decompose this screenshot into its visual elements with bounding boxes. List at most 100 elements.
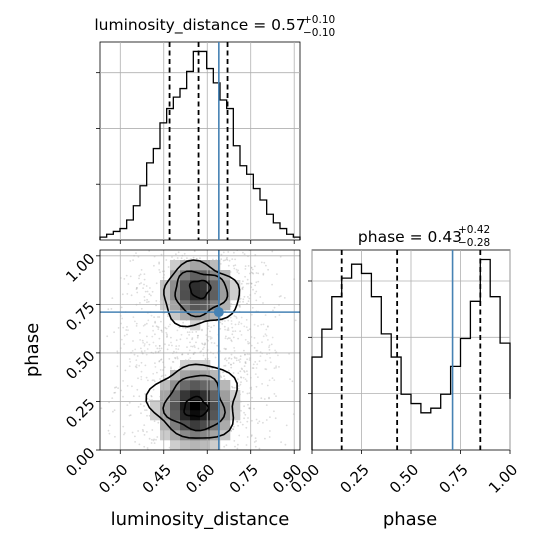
sample-point bbox=[142, 324, 145, 327]
density-pixel bbox=[210, 370, 221, 381]
sample-point bbox=[138, 277, 140, 280]
density-pixel bbox=[170, 440, 181, 450]
sample-point bbox=[237, 378, 239, 380]
sample-point bbox=[143, 350, 146, 352]
sample-point bbox=[255, 418, 258, 421]
sample-point bbox=[241, 287, 244, 289]
sample-point bbox=[128, 365, 131, 368]
sample-point bbox=[181, 353, 184, 356]
sample-point bbox=[140, 370, 143, 373]
density-pixel bbox=[220, 300, 231, 311]
sample-point bbox=[265, 328, 268, 331]
sample-point bbox=[232, 330, 234, 333]
sample-point bbox=[158, 345, 161, 347]
sample-point bbox=[226, 259, 229, 261]
density-pixel bbox=[200, 310, 211, 321]
sample-point bbox=[234, 357, 236, 359]
sample-point bbox=[137, 255, 140, 258]
sample-point bbox=[187, 353, 190, 355]
sample-point bbox=[124, 369, 127, 372]
sample-point bbox=[264, 314, 267, 316]
y-tick-label: 0.00 bbox=[62, 444, 98, 480]
sample-point bbox=[172, 361, 175, 363]
sample-point bbox=[114, 435, 116, 438]
sample-point bbox=[223, 347, 226, 350]
sample-point bbox=[244, 268, 247, 270]
sample-point bbox=[154, 320, 157, 323]
sample-point bbox=[152, 372, 155, 375]
sample-point bbox=[289, 378, 291, 380]
sample-point bbox=[96, 342, 98, 344]
sample-point bbox=[243, 405, 246, 408]
sample-point bbox=[213, 342, 216, 344]
sample-point bbox=[237, 387, 240, 390]
sample-point bbox=[134, 348, 137, 351]
sample-point bbox=[227, 319, 230, 322]
sample-point bbox=[242, 298, 245, 301]
density-pixel bbox=[170, 410, 181, 421]
density-pixel bbox=[200, 380, 211, 391]
title-subscript: −0.28 bbox=[458, 237, 490, 249]
sample-point bbox=[224, 358, 226, 361]
sample-point bbox=[113, 409, 116, 412]
sample-point bbox=[261, 341, 263, 344]
sample-point bbox=[231, 385, 233, 388]
sample-point bbox=[277, 354, 279, 357]
sample-point bbox=[150, 294, 152, 297]
sample-point bbox=[155, 282, 158, 285]
sample-point bbox=[165, 331, 168, 334]
sample-point bbox=[160, 329, 163, 332]
sample-point bbox=[223, 365, 226, 367]
sample-point bbox=[182, 321, 185, 324]
sample-point bbox=[243, 349, 245, 352]
sample-point bbox=[161, 331, 164, 333]
sample-point bbox=[238, 359, 240, 361]
density-pixel bbox=[210, 440, 221, 450]
sample-point bbox=[225, 335, 227, 338]
sample-point bbox=[176, 357, 179, 360]
sample-point bbox=[165, 259, 168, 261]
sample-point bbox=[199, 257, 201, 260]
sample-point bbox=[191, 338, 194, 341]
sample-point bbox=[234, 445, 236, 448]
sample-point bbox=[176, 356, 179, 359]
sample-point bbox=[264, 368, 267, 370]
sample-point bbox=[255, 385, 258, 388]
sample-point bbox=[227, 337, 230, 339]
sample-point bbox=[248, 353, 251, 356]
sample-point bbox=[202, 354, 205, 357]
sample-point bbox=[276, 273, 278, 275]
luminosity-distance-histogram-panel: luminosity_distance = 0.57 +0.10 −0.10 bbox=[94, 14, 335, 244]
sample-point bbox=[214, 356, 217, 359]
sample-point bbox=[248, 359, 251, 361]
sample-point bbox=[240, 381, 242, 384]
sample-point bbox=[236, 420, 239, 423]
sample-point bbox=[154, 366, 157, 368]
sample-point bbox=[136, 388, 139, 391]
sample-point bbox=[236, 271, 239, 273]
sample-point bbox=[248, 357, 251, 360]
sample-point bbox=[146, 348, 149, 350]
sample-point bbox=[230, 363, 232, 366]
sample-point bbox=[232, 428, 235, 431]
density-pixel bbox=[200, 430, 211, 441]
sample-point bbox=[148, 437, 151, 440]
sample-point bbox=[140, 375, 143, 378]
sample-point bbox=[250, 313, 253, 316]
sample-point bbox=[233, 251, 235, 254]
sample-point bbox=[195, 341, 197, 344]
sample-point bbox=[248, 342, 251, 344]
sample-point bbox=[167, 315, 169, 317]
sample-point bbox=[123, 278, 126, 280]
sample-point bbox=[117, 327, 120, 329]
density-pixel bbox=[170, 260, 181, 271]
x-tick-label: 0.45 bbox=[139, 461, 175, 497]
sample-point bbox=[243, 253, 246, 256]
sample-point bbox=[213, 324, 215, 327]
title-superscript: +0.10 bbox=[303, 14, 335, 26]
sample-point bbox=[266, 384, 269, 387]
density-pixel bbox=[180, 370, 191, 381]
sample-point bbox=[158, 360, 161, 363]
density-pixel bbox=[180, 290, 191, 301]
sample-point bbox=[219, 263, 222, 265]
